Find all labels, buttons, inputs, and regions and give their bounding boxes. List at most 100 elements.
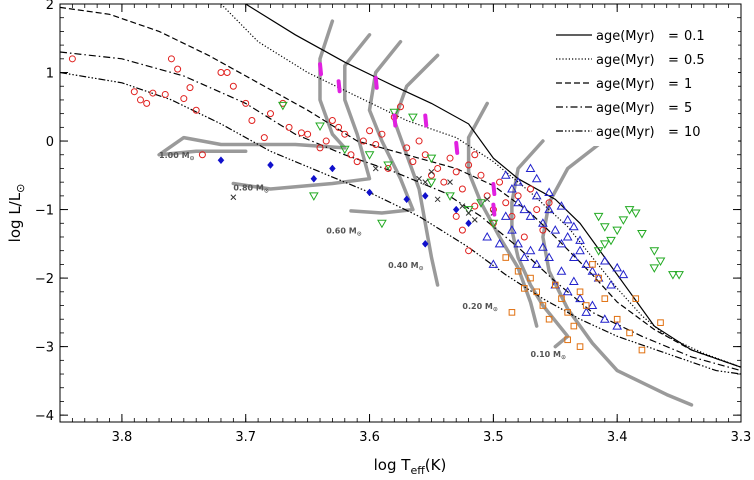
square-point-3 — [545, 315, 553, 323]
circle-point-18 — [266, 110, 274, 118]
triangle-point-40 — [513, 177, 523, 186]
legend-value-4: 10 — [684, 125, 701, 140]
y-tick-label-1: 1 — [46, 67, 54, 82]
circle-point-2 — [136, 96, 144, 104]
diamond-point-2 — [310, 174, 318, 183]
triangle-point-14 — [587, 266, 598, 275]
x-tick-label-3: 3.5 — [483, 430, 504, 445]
downtriangle-point-25 — [668, 271, 678, 280]
downtriangle-point-16 — [618, 216, 629, 225]
triangle-point-42 — [531, 173, 542, 183]
circle-point-36 — [397, 103, 404, 111]
square-point-21 — [508, 309, 516, 316]
triangle-point-20 — [500, 211, 511, 220]
downtriangle-point-1 — [315, 122, 325, 131]
cross-point-6 — [459, 203, 466, 210]
segment-point-4 — [423, 113, 429, 128]
diamond-point-8 — [452, 205, 460, 214]
track-label-0.60: 0.60 M⊙ — [326, 227, 362, 238]
downtriangle-point-24 — [674, 271, 684, 280]
circle-point-23 — [316, 144, 324, 152]
square-point-22 — [564, 336, 571, 344]
circle-point-44 — [446, 154, 454, 162]
triangle-point-0 — [500, 170, 511, 179]
x-axis-label-sub: eff — [410, 464, 425, 476]
square-point-17 — [657, 319, 664, 326]
data-points — [68, 55, 684, 354]
triangle-point-46 — [568, 221, 579, 231]
x-axis-label-main: log T — [374, 456, 412, 474]
downtriangle-point-0 — [278, 101, 288, 111]
downtriangle-point-2 — [339, 145, 350, 155]
cross-point-8 — [471, 216, 478, 223]
triangle-point-6 — [538, 218, 548, 227]
triangle-point-36 — [612, 321, 623, 330]
circle-point-57 — [520, 233, 528, 241]
triangle-point-39 — [482, 231, 493, 241]
circle-point-3 — [143, 99, 151, 107]
downtriangle-point-3 — [364, 151, 375, 160]
legend-label-3: age(Myr) — [596, 101, 655, 116]
segment-point-2 — [373, 75, 379, 90]
diamond-point-7 — [465, 219, 472, 228]
triangle-point-35 — [599, 314, 610, 323]
triangle-point-30 — [562, 286, 573, 296]
track-label-text: 0.10 M — [531, 350, 562, 359]
triangle-point-22 — [513, 238, 523, 248]
y-tick-label-4: −2 — [35, 272, 54, 287]
track-label-text: 0.80 M — [233, 183, 264, 192]
diamond-point-3 — [329, 164, 336, 173]
square-point-7 — [570, 322, 578, 330]
track-label-sub: ⊙ — [419, 265, 424, 272]
circle-point-42 — [434, 164, 442, 172]
diamond-point-0 — [217, 156, 225, 165]
square-point-13 — [613, 315, 621, 323]
legend-eq-1: = — [668, 53, 679, 68]
circle-point-26 — [335, 123, 343, 131]
circle-point-48 — [471, 151, 479, 159]
diamond-point-1 — [267, 161, 274, 169]
triangle-point-5 — [531, 190, 542, 200]
triangle-point-31 — [568, 276, 579, 286]
circle-point-53 — [496, 178, 504, 186]
square-point-14 — [626, 329, 633, 337]
track-label-0.20: 0.20 M⊙ — [462, 302, 498, 313]
track-label-sub: ⊙ — [264, 187, 269, 194]
legend-label-2: age(Myr) — [596, 77, 655, 92]
track-label-text: 0.20 M — [462, 302, 493, 311]
legend-eq-4: = — [668, 125, 679, 140]
cross-point-9 — [484, 196, 491, 203]
circle-point-55 — [508, 212, 516, 220]
legend-value-2: 1 — [684, 77, 692, 92]
circle-point-6 — [167, 55, 175, 63]
x-axis-label: log Teff(K) — [374, 456, 447, 476]
square-point-6 — [564, 309, 571, 316]
circle-point-30 — [359, 137, 367, 145]
y-axis-label-main: log L/L — [6, 192, 24, 242]
circle-point-28 — [347, 151, 355, 159]
circle-point-0 — [68, 55, 76, 63]
triangle-point-9 — [556, 238, 567, 248]
triangle-point-18 — [612, 262, 623, 272]
track-label-sub: ⊙ — [357, 231, 362, 238]
circle-point-7 — [174, 65, 182, 73]
triangle-point-33 — [581, 307, 592, 316]
track-0.10-5 — [510, 139, 570, 349]
square-point-10 — [589, 261, 596, 268]
y-tick-label-0: 2 — [46, 0, 54, 13]
cross-point-7 — [465, 210, 472, 216]
track-label-text: 0.60 M — [326, 227, 357, 236]
circle-point-54 — [502, 199, 510, 207]
circle-point-8 — [180, 95, 188, 103]
downtriangle-point-7 — [426, 178, 437, 188]
triangle-point-21 — [507, 225, 517, 234]
square-point-4 — [551, 281, 559, 289]
segment-point-1 — [336, 79, 342, 94]
isochrone-0p5 — [220, 4, 741, 368]
square-point-2 — [539, 302, 547, 309]
downtriangle-point-10 — [476, 199, 486, 208]
triangle-point-45 — [562, 214, 573, 224]
circle-point-20 — [285, 123, 293, 131]
downtriangle-point-18 — [630, 209, 641, 219]
